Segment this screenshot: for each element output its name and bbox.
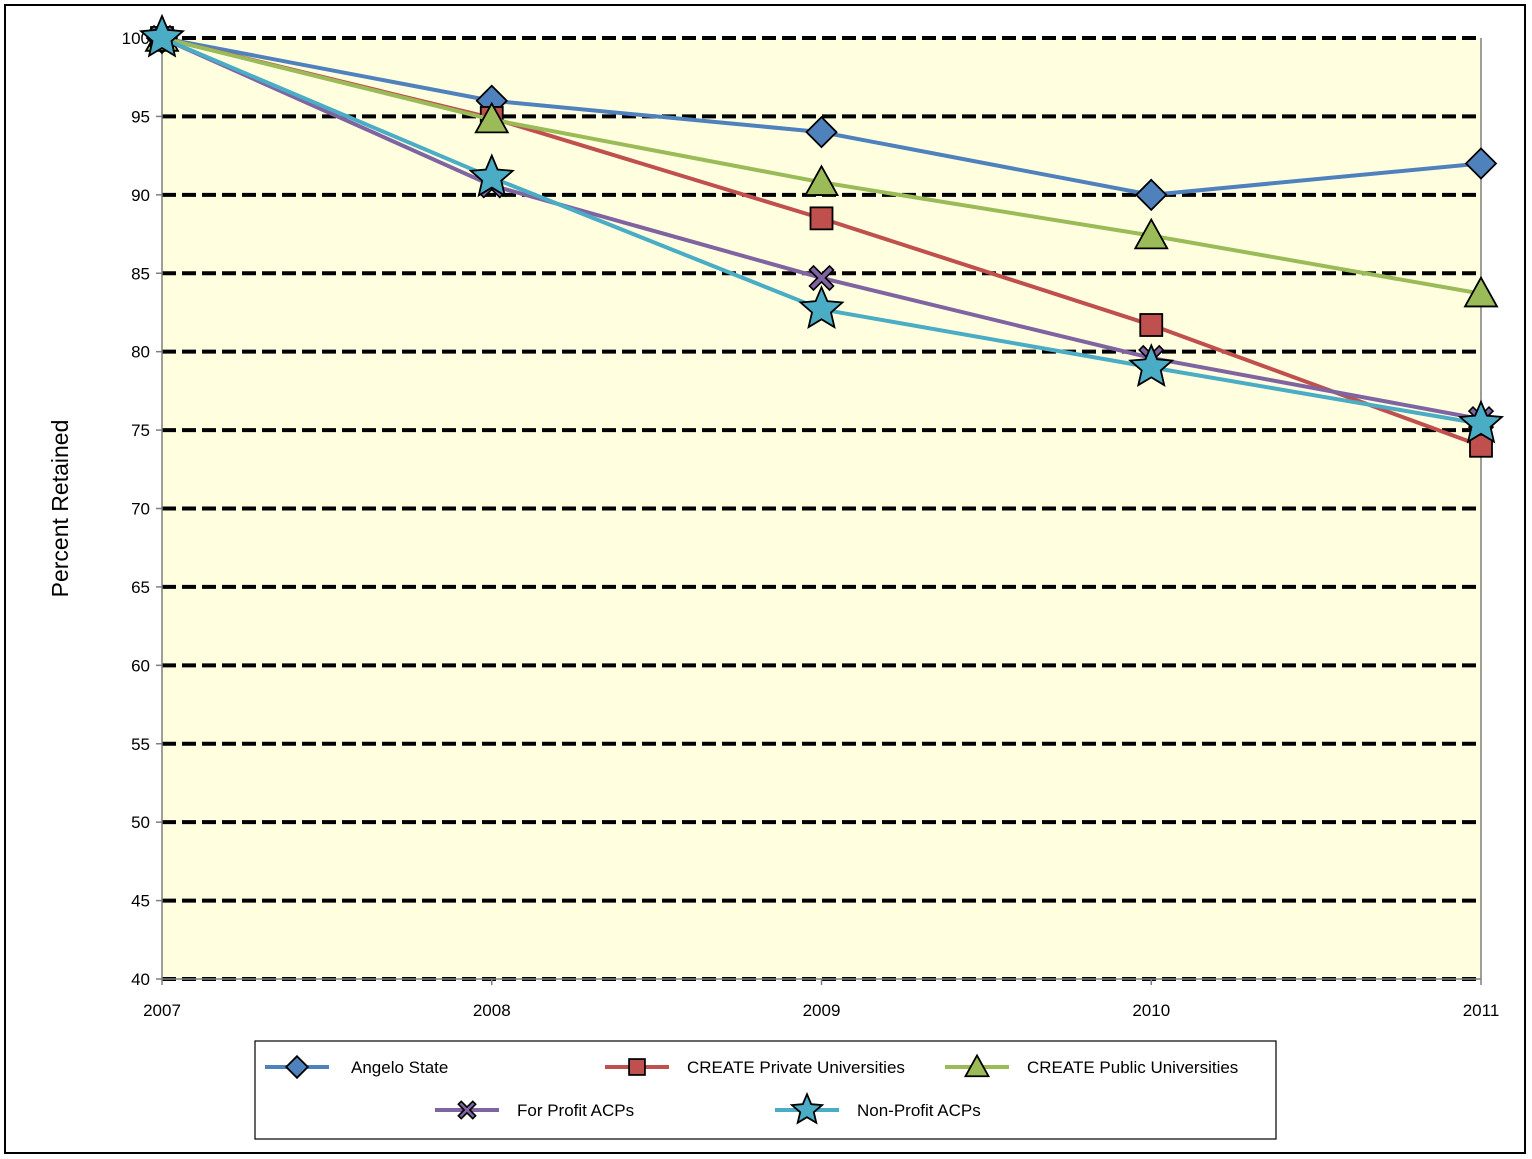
y-axis-label: Percent Retained xyxy=(47,420,73,598)
y-tick-label: 50 xyxy=(131,813,150,832)
y-tick-label: 40 xyxy=(131,970,150,989)
legend-marker xyxy=(284,1054,310,1080)
data-point xyxy=(468,153,515,198)
data-point xyxy=(1133,217,1169,250)
y-tick-label: 75 xyxy=(131,421,150,440)
data-point xyxy=(1464,147,1498,180)
legend-entry: CREATE Private Universities xyxy=(605,1058,905,1077)
data-point xyxy=(803,164,840,196)
series-non-profit-acps xyxy=(138,13,1505,444)
y-tick-label: 90 xyxy=(131,186,150,205)
y-tick-label: 70 xyxy=(131,500,150,519)
legend-label: Angelo State xyxy=(351,1058,448,1077)
y-tick-label: 85 xyxy=(131,264,150,283)
legend-label: CREATE Private Universities xyxy=(687,1058,905,1077)
y-tick-label: 95 xyxy=(131,107,150,126)
y-tick-label: 45 xyxy=(131,892,150,911)
y-tick-label: 80 xyxy=(131,343,150,362)
data-point xyxy=(798,284,845,329)
chart-frame xyxy=(4,4,1526,1154)
data-point xyxy=(1463,275,1499,308)
legend-label: For Profit ACPs xyxy=(517,1101,634,1120)
x-tick-label: 2010 xyxy=(1132,1001,1170,1020)
data-point xyxy=(1134,178,1168,212)
legend-label: CREATE Public Universities xyxy=(1027,1058,1238,1077)
legend-entry: Angelo State xyxy=(265,1054,448,1080)
data-point xyxy=(809,206,834,231)
legend-box xyxy=(254,1040,1277,1140)
x-tick-label: 2009 xyxy=(803,1001,841,1020)
x-tick-label: 2007 xyxy=(143,1001,181,1020)
x-tick-label: 2011 xyxy=(1463,1001,1500,1020)
legend-entry: CREATE Public Universities xyxy=(945,1053,1238,1078)
x-tick-labels: 2007 2008 2009 2010 2011 xyxy=(143,979,1499,1020)
y-tick-label: 55 xyxy=(131,735,150,754)
data-point xyxy=(1139,313,1164,337)
legend: Angelo State CREATE Private Universities C… xyxy=(254,1040,1277,1140)
data-point xyxy=(474,101,510,134)
data-point xyxy=(1457,399,1505,444)
y-tick-label: 65 xyxy=(131,578,150,597)
data-point xyxy=(1128,343,1175,387)
series-group xyxy=(138,13,1505,458)
legend-marker xyxy=(457,1100,477,1120)
legend-entry: Non-Profit ACPs xyxy=(775,1091,981,1125)
legend-marker xyxy=(789,1091,825,1125)
data-point xyxy=(138,13,186,58)
legend-marker xyxy=(628,1058,646,1076)
data-point xyxy=(805,115,838,149)
legend-entry: For Profit ACPs xyxy=(435,1100,634,1120)
legend-marker xyxy=(963,1053,991,1078)
x-tick-label: 2008 xyxy=(473,1001,511,1020)
data-point xyxy=(808,264,835,292)
legend-label: Non-Profit ACPs xyxy=(857,1101,981,1120)
y-tick-label: 60 xyxy=(131,656,150,675)
